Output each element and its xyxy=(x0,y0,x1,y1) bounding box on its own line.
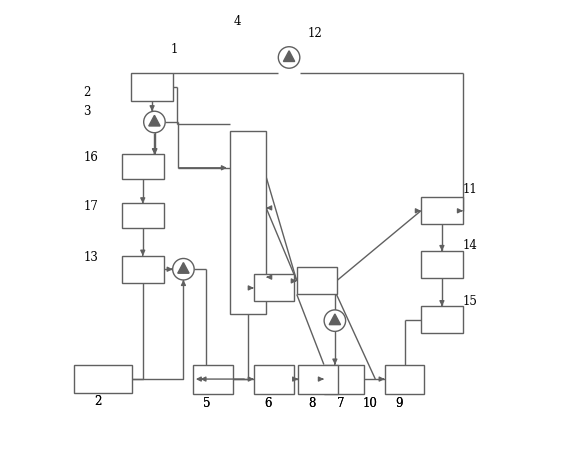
Bar xyxy=(298,365,338,394)
Text: 15: 15 xyxy=(463,296,478,308)
Bar xyxy=(254,274,293,301)
Text: 2: 2 xyxy=(84,86,90,99)
Bar xyxy=(254,365,293,394)
Bar xyxy=(421,251,463,278)
Text: 3: 3 xyxy=(84,105,91,118)
Text: 2: 2 xyxy=(95,394,102,408)
Text: 4: 4 xyxy=(234,15,241,28)
Bar xyxy=(324,365,364,394)
Text: 11: 11 xyxy=(463,183,478,196)
Text: 5: 5 xyxy=(202,397,210,411)
Text: 8: 8 xyxy=(309,397,316,411)
Bar xyxy=(421,306,463,333)
Circle shape xyxy=(324,310,346,332)
Circle shape xyxy=(278,47,300,68)
Text: 14: 14 xyxy=(463,239,478,253)
Text: 2: 2 xyxy=(95,394,102,408)
Text: 9: 9 xyxy=(395,397,403,411)
Bar xyxy=(122,256,164,283)
Text: 8: 8 xyxy=(309,397,316,411)
Bar xyxy=(385,365,425,394)
Text: 5: 5 xyxy=(202,397,210,411)
Text: 7: 7 xyxy=(337,397,345,411)
Text: 12: 12 xyxy=(308,26,322,40)
Text: 13: 13 xyxy=(84,251,98,264)
Bar xyxy=(230,131,266,314)
Text: 6: 6 xyxy=(264,397,272,411)
Bar xyxy=(297,267,336,295)
Bar xyxy=(122,154,164,178)
Bar xyxy=(122,203,164,228)
Circle shape xyxy=(173,258,194,280)
Polygon shape xyxy=(284,51,295,61)
Circle shape xyxy=(144,111,165,133)
Bar xyxy=(74,365,132,393)
Text: 10: 10 xyxy=(362,397,378,411)
Text: 10: 10 xyxy=(362,397,378,411)
Text: 16: 16 xyxy=(84,150,98,164)
Text: 9: 9 xyxy=(395,397,403,411)
Text: 7: 7 xyxy=(337,397,345,411)
Text: 6: 6 xyxy=(264,397,272,411)
Text: 17: 17 xyxy=(84,200,98,213)
Polygon shape xyxy=(149,115,160,126)
Bar xyxy=(193,365,233,394)
Polygon shape xyxy=(177,263,189,273)
Bar xyxy=(421,197,463,224)
Bar xyxy=(131,73,173,101)
Polygon shape xyxy=(329,314,340,324)
Text: 1: 1 xyxy=(171,43,178,56)
